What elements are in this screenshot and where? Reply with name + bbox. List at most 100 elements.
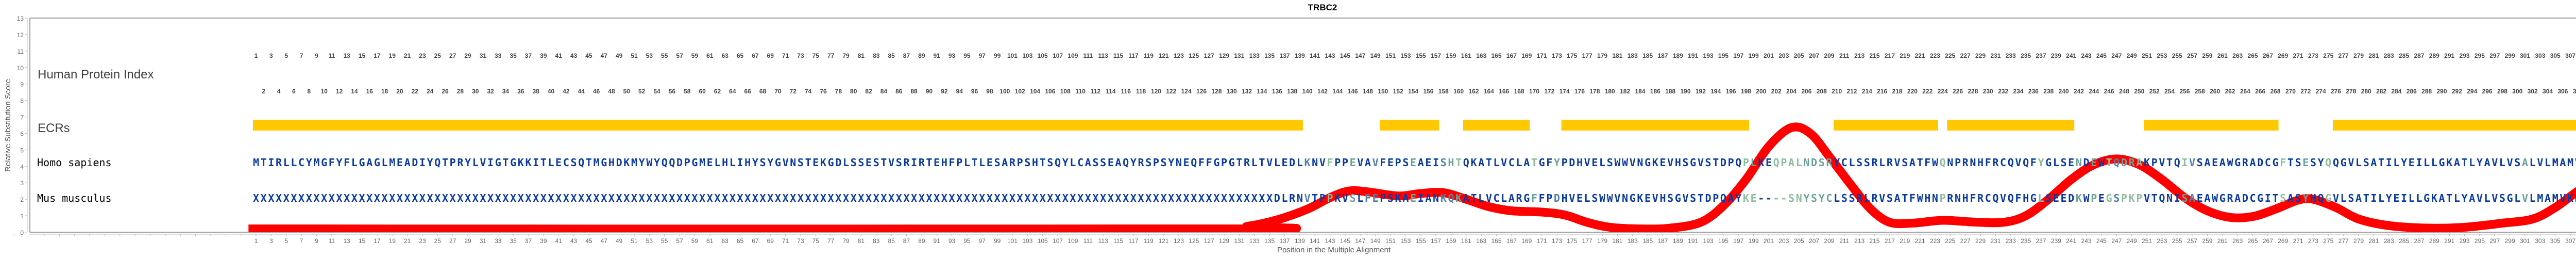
residue: T [1312, 192, 1318, 204]
protein-index-number: 63 [721, 52, 728, 59]
residue: S [1161, 156, 1167, 169]
residue: S [1145, 156, 1151, 169]
protein-index-number: 277 [2338, 52, 2349, 59]
protein-index-number: 52 [638, 88, 646, 95]
protein-index-number: 258 [2195, 88, 2205, 95]
residue: X [283, 192, 290, 204]
residue: A [2355, 192, 2362, 204]
protein-index-number: 236 [2028, 88, 2039, 95]
protein-index-number: 161 [1461, 52, 1471, 59]
y-tick-label: 5 [20, 147, 24, 154]
residue: W [646, 156, 653, 169]
residue: V [1879, 192, 1885, 204]
protein-index-number: 256 [2179, 88, 2190, 95]
protein-index-number: 28 [457, 88, 464, 95]
residue: Y [1834, 156, 1840, 169]
x-tick-label: 137 [1279, 237, 1290, 245]
residue: L [730, 156, 736, 169]
residue: H [1977, 156, 1984, 169]
residue: S [2514, 156, 2520, 169]
residue: T [1259, 156, 1265, 169]
protein-index-number: 197 [1733, 52, 1743, 59]
x-tick-label: 229 [1975, 237, 1986, 245]
x-tick-label: 163 [1476, 237, 1486, 245]
residue: X [1123, 192, 1129, 204]
protein-index-number: 116 [1121, 88, 1131, 95]
protein-index-number: 254 [2164, 88, 2175, 95]
protein-index-number: 267 [2263, 52, 2273, 59]
residue: T [1470, 192, 1477, 204]
x-tick-label: 53 [646, 237, 653, 245]
residue: A [1402, 192, 1409, 204]
protein-index-number: 305 [2550, 52, 2561, 59]
x-tick-label: 13 [343, 237, 350, 245]
residue: X [450, 192, 456, 204]
residue: Q [1191, 156, 1197, 169]
protein-index-number: 266 [2255, 88, 2265, 95]
protein-index-number: 233 [2006, 52, 2016, 59]
protein-index-number: 12 [336, 88, 343, 95]
residue: Q [2174, 156, 2180, 169]
residue: K [1304, 156, 1310, 169]
residue: G [1213, 156, 1219, 169]
residue: S [2348, 192, 2354, 204]
residue: K [1440, 192, 1447, 204]
x-tick-label: 91 [934, 237, 941, 245]
x-tick-label: 203 [1778, 237, 1789, 245]
protein-index-number: 282 [2376, 88, 2386, 95]
residue: X [291, 192, 297, 204]
protein-index-number: 158 [1438, 88, 1449, 95]
protein-index-number: 14 [351, 88, 358, 95]
residue: Q [2008, 192, 2014, 204]
residue: I [419, 156, 426, 169]
residue: X [261, 192, 267, 204]
protein-index-number: 34 [502, 88, 510, 95]
protein-index-number: 244 [2089, 88, 2099, 95]
x-tick-label: 93 [948, 237, 956, 245]
residue: C [2265, 156, 2271, 169]
residue: N [2166, 192, 2173, 204]
residue: X [548, 192, 554, 204]
protein-index-number: 210 [1832, 88, 1842, 95]
residue: X [987, 192, 993, 204]
residue: G [775, 156, 781, 169]
x-tick-label: 279 [2353, 237, 2364, 245]
ecr-row [253, 120, 2576, 131]
residue: T [2106, 156, 2112, 169]
residue: T [2166, 156, 2173, 169]
residue: T [972, 156, 978, 169]
residue: A [1509, 192, 1515, 204]
residue: X [835, 192, 841, 204]
residue: E [1410, 192, 1416, 204]
residue: X [851, 192, 857, 204]
protein-index-number: 46 [593, 88, 600, 95]
protein-index-number: 171 [1537, 52, 1547, 59]
residue: N [1312, 156, 1318, 169]
residue: Q [434, 156, 440, 169]
x-tick-label: 19 [389, 237, 396, 245]
x-tick-label: 239 [2051, 237, 2061, 245]
residue: T [502, 156, 509, 169]
protein-index-number: 235 [2021, 52, 2031, 59]
protein-index-number: 128 [1211, 88, 1222, 95]
residue: T [1713, 156, 1719, 169]
residue: R [1977, 192, 1984, 204]
residue: C [563, 156, 569, 169]
residue: X [268, 192, 274, 204]
x-tick-label: 305 [2550, 237, 2561, 245]
x-tick-label: 51 [631, 237, 638, 245]
residue: I [2181, 156, 2188, 169]
residue: M [2552, 156, 2558, 169]
residue: V [2492, 156, 2498, 169]
protein-index-number: 151 [1385, 52, 1396, 59]
residue: S [1705, 156, 1711, 169]
protein-index-number: 104 [1030, 88, 1040, 95]
protein-index-number: 107 [1053, 52, 1063, 59]
protein-index-number: 168 [1514, 88, 1524, 95]
x-tick-label: 201 [1764, 237, 1774, 245]
residue: C [298, 156, 304, 169]
x-tick-label: 115 [1113, 237, 1123, 245]
residue: A [1523, 156, 1530, 169]
y-tick-label: 7 [20, 114, 24, 121]
protein-index-number: 198 [1741, 88, 1751, 95]
